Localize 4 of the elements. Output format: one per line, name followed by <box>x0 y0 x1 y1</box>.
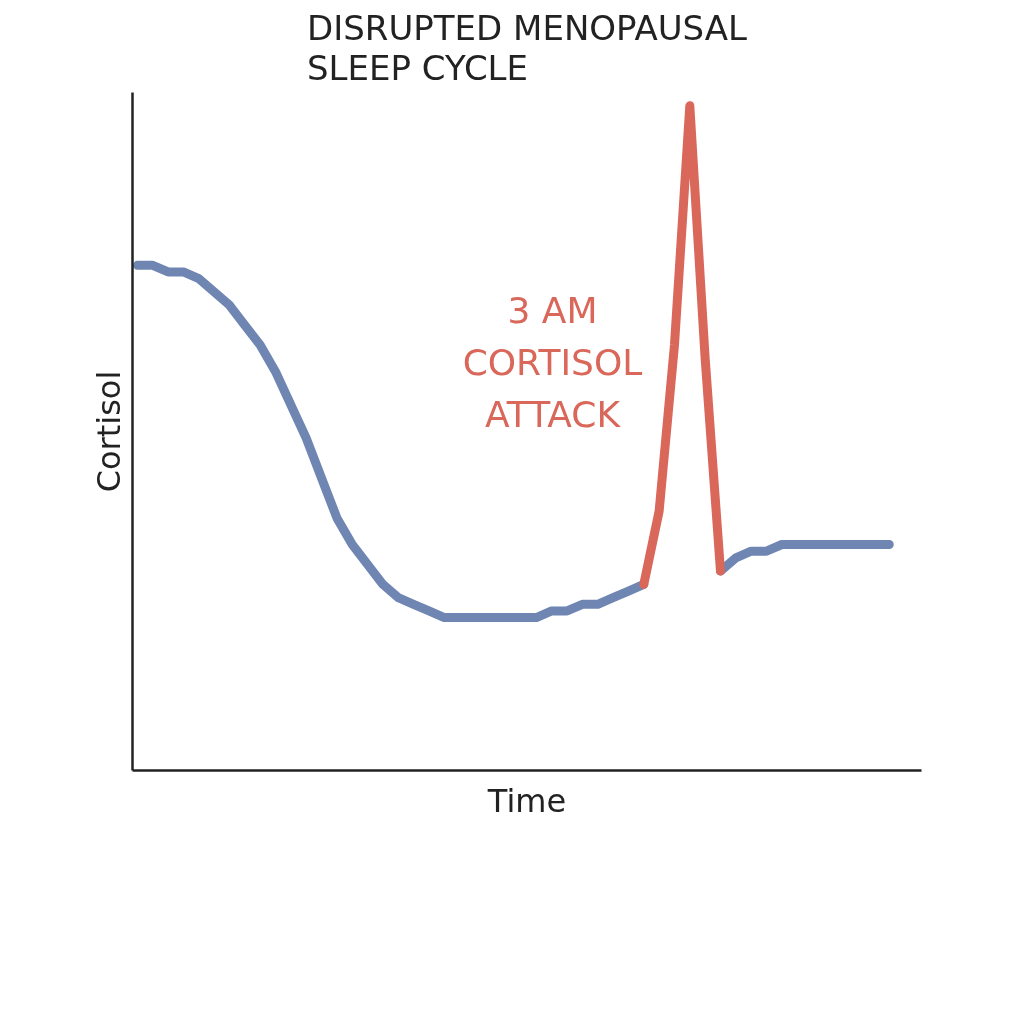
annotation: 3 AM CORTISOL ATTACK <box>462 289 643 435</box>
chart-title: DISRUPTED MENOPAUSAL SLEEP CYCLE <box>307 7 748 88</box>
x-axis-title: Time <box>486 781 567 820</box>
y-axis-title: Cortisol <box>89 370 128 493</box>
